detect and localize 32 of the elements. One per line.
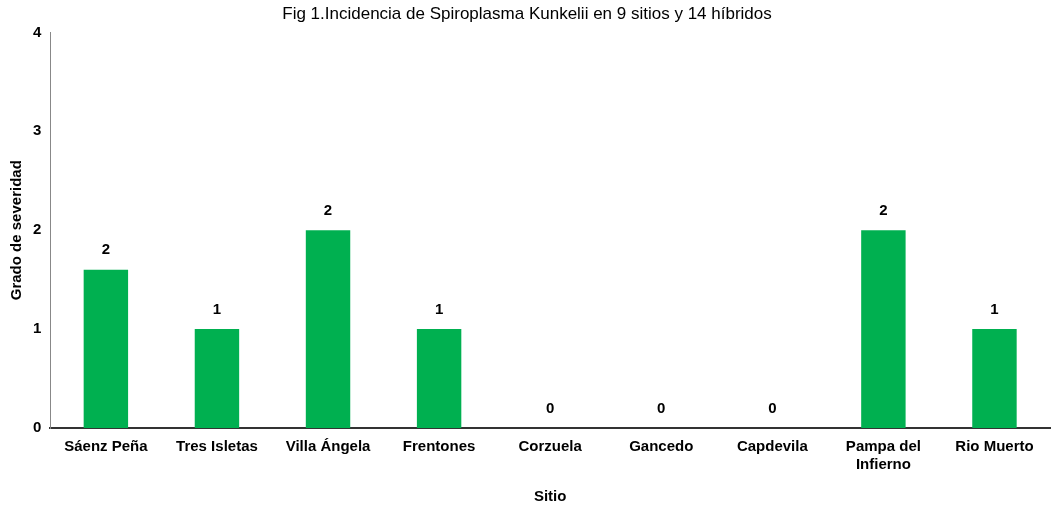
data-label: 1 <box>212 299 222 317</box>
data-label: 2 <box>879 200 888 218</box>
data-label: 0 <box>657 398 666 416</box>
y-tick-label: 2 <box>33 220 42 238</box>
bar <box>83 269 129 428</box>
x-tick-label: Gancedo <box>629 437 694 455</box>
x-tick-label: Corzuela <box>518 437 583 455</box>
bar <box>416 329 462 428</box>
data-label: 1 <box>434 299 444 317</box>
data-label: 1 <box>990 299 999 317</box>
data-label: 0 <box>546 398 555 416</box>
y-tick-label: 3 <box>33 121 42 139</box>
bar <box>194 329 240 428</box>
data-label: 2 <box>323 200 333 218</box>
y-tick-label: 4 <box>33 22 42 40</box>
bar <box>305 230 351 428</box>
y-tick-label: 1 <box>33 319 42 337</box>
data-label: 0 <box>768 398 777 416</box>
x-tick-label: Sáenz Peña <box>64 437 149 455</box>
y-tick-label: 0 <box>33 418 42 436</box>
bar <box>861 230 906 428</box>
x-tick-label: Pampa del Infierno <box>845 437 921 473</box>
chart-title: Fig 1.Incidencia de Spiroplasma Kunkelii en 9 sitios y 14 híbridos <box>282 3 772 23</box>
x-tick-label: Frentones <box>402 437 476 455</box>
x-tick-label: Capdevila <box>736 437 809 455</box>
x-tick-label: Villa Ángela <box>285 437 372 455</box>
data-label: 2 <box>101 240 111 258</box>
x-tick-label: Tres Isletas <box>176 437 258 455</box>
x-tick-label: Rio Muerto <box>955 437 1034 455</box>
y-axis-title: Grado de severidad <box>7 160 25 301</box>
x-axis-title: Sitio <box>533 487 567 505</box>
bar <box>972 329 1017 428</box>
